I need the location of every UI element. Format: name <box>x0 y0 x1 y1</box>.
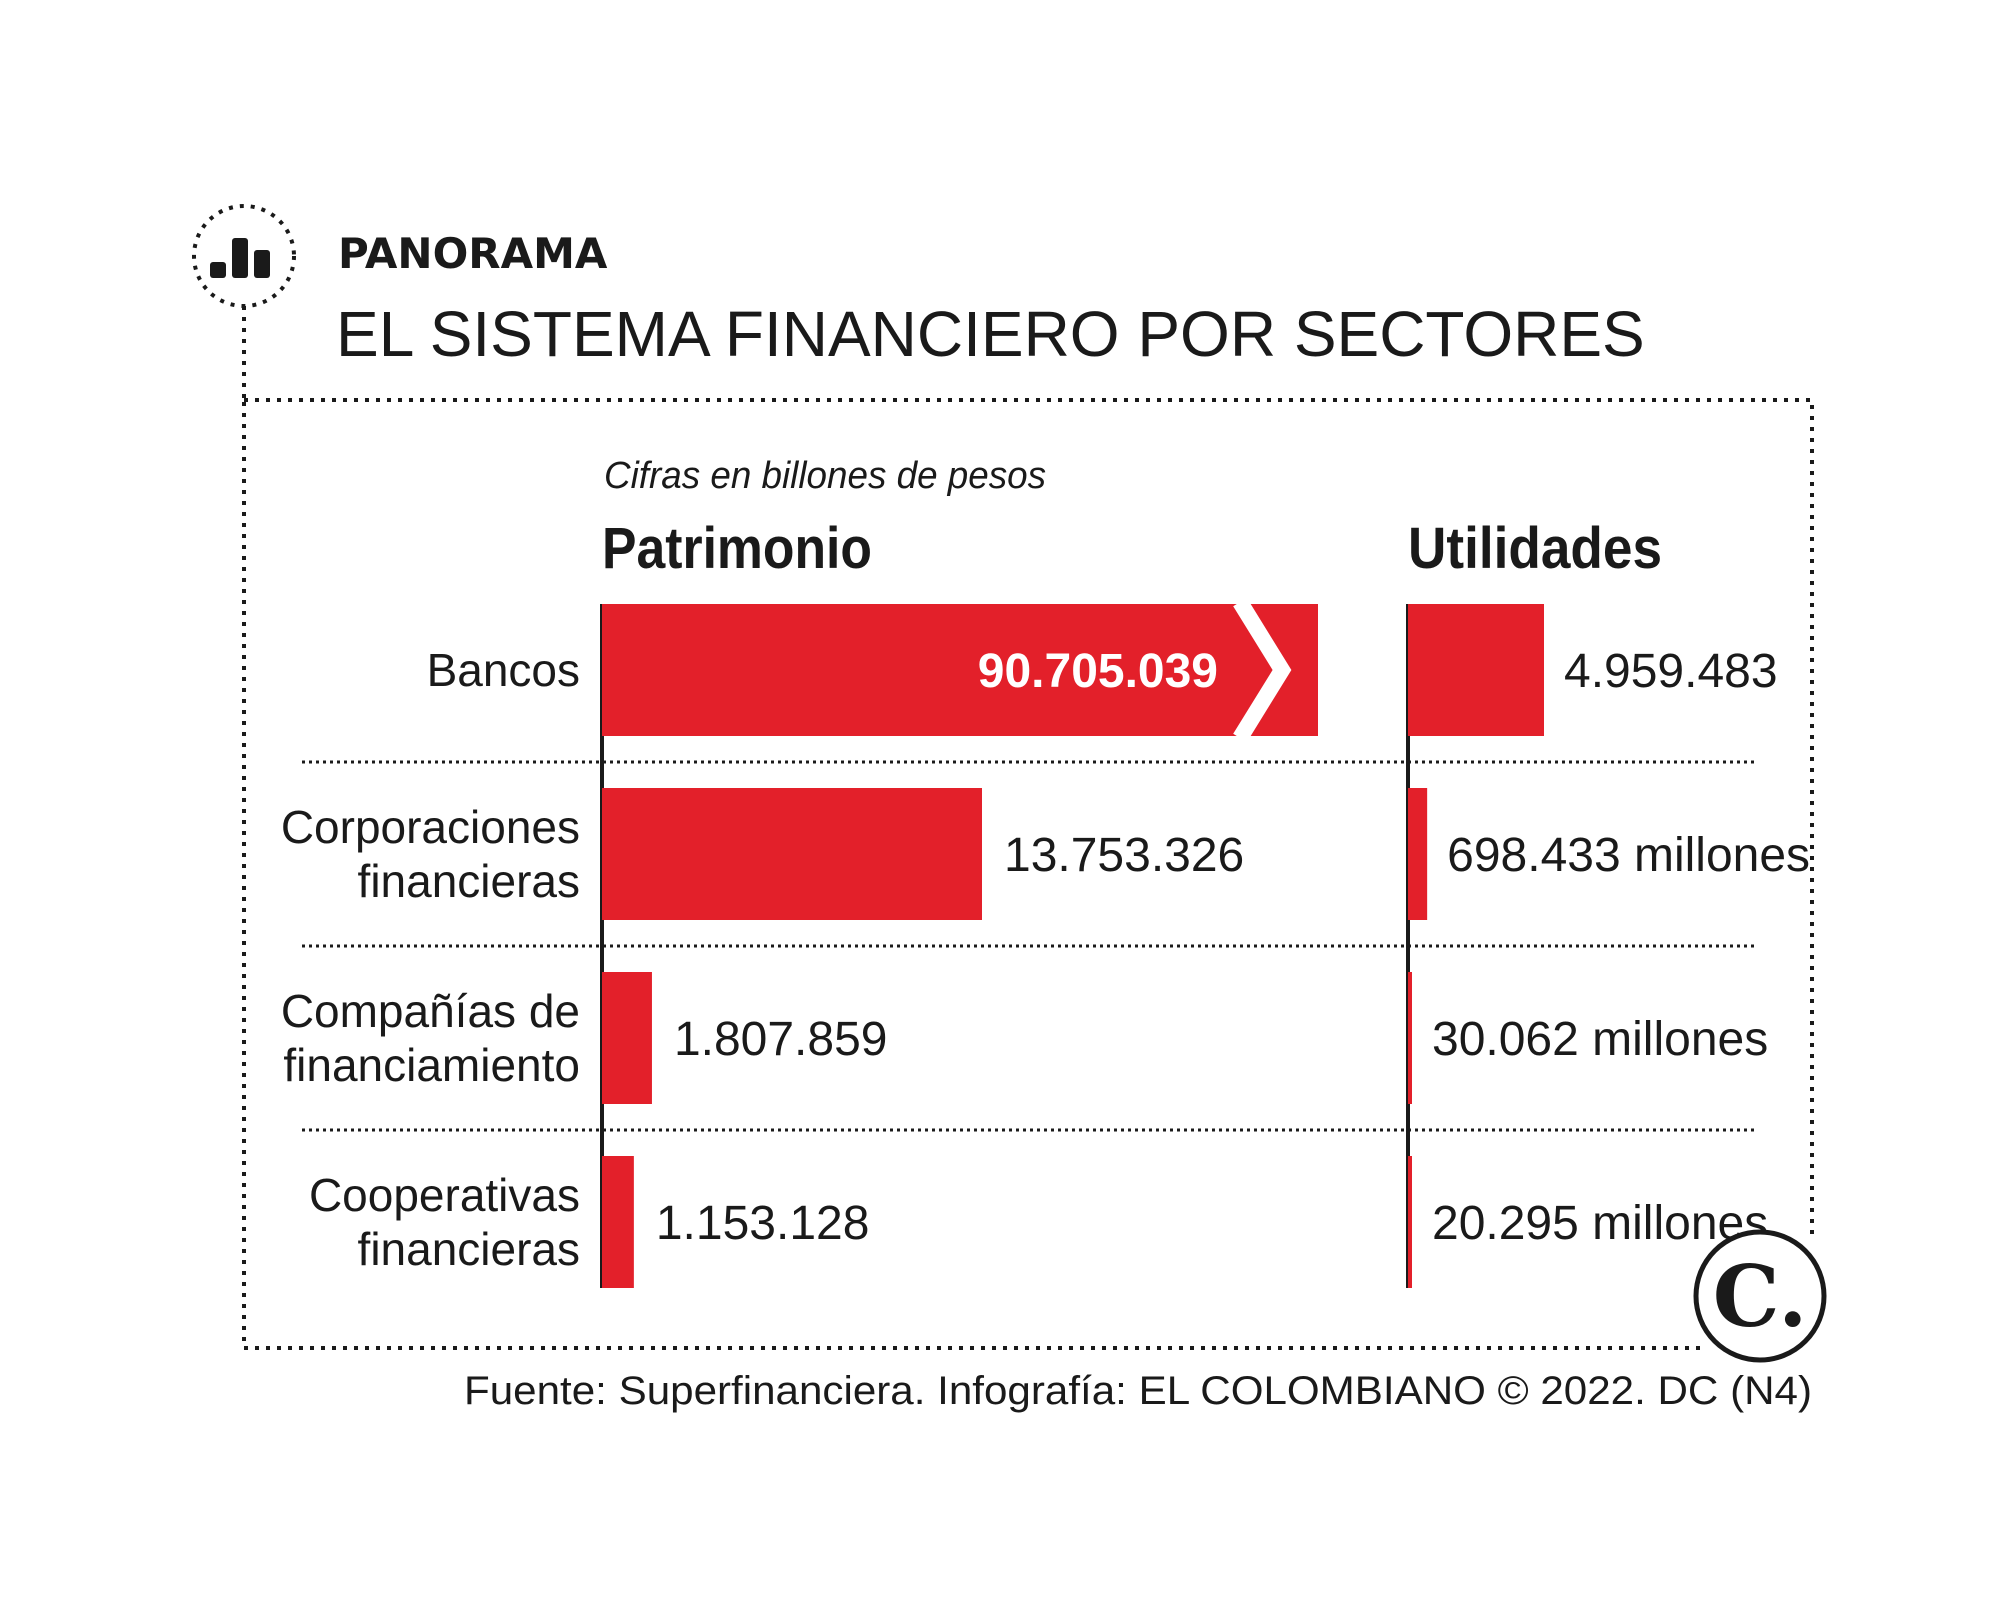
kicker: PANORAMA <box>338 229 608 278</box>
data-label-patrimonio: 90.705.039 <box>978 645 1218 698</box>
chart-frame <box>242 398 1814 1350</box>
bar-utilidades <box>1408 972 1412 1104</box>
bar-patrimonio <box>602 972 652 1104</box>
data-label-patrimonio: 13.753.326 <box>1004 829 1244 882</box>
chart-subtitle: Cifras en billones de pesos <box>604 455 1046 497</box>
data-label-patrimonio: 1.807.859 <box>674 1013 888 1066</box>
bar-utilidades <box>1408 604 1544 736</box>
category-label: financieras <box>358 855 580 907</box>
series-header-patrimonio: Patrimonio <box>602 516 872 581</box>
el-colombiano-logo: C. <box>1693 1229 1827 1363</box>
bar-patrimonio <box>602 604 1318 736</box>
source-note: Fuente: Superfinanciera. Infografía: EL … <box>464 1369 1812 1413</box>
bar-patrimonio <box>602 1156 634 1288</box>
bar-chart-icon <box>192 204 296 308</box>
category-label: Cooperativas <box>309 1169 580 1221</box>
category-label: Corporaciones <box>281 801 580 853</box>
logo-text: C. <box>1713 1247 1808 1346</box>
bar-utilidades <box>1408 788 1428 920</box>
data-label-utilidades: 30.062 millones <box>1432 1013 1768 1066</box>
data-label-utilidades: 20.295 millones <box>1432 1197 1768 1250</box>
series-header-utilidades: Utilidades <box>1408 516 1662 581</box>
axis-break-marker <box>1233 597 1292 743</box>
bar-patrimonio <box>602 788 982 920</box>
category-label: financiamiento <box>283 1039 580 1091</box>
data-label-utilidades: 4.959.483 <box>1564 645 1778 698</box>
bar-utilidades <box>1408 1156 1412 1288</box>
category-label: Compañías de <box>281 985 580 1037</box>
data-label-utilidades: 698.433 millones <box>1447 829 1810 882</box>
category-label: financieras <box>358 1223 580 1275</box>
chart-marks: BancosCorporacionesfinancierasCompañías … <box>281 597 1810 1288</box>
data-label-patrimonio: 1.153.128 <box>656 1197 870 1250</box>
page-title: EL SISTEMA FINANCIERO POR SECTORES <box>336 298 1645 370</box>
category-label: Bancos <box>427 644 580 696</box>
